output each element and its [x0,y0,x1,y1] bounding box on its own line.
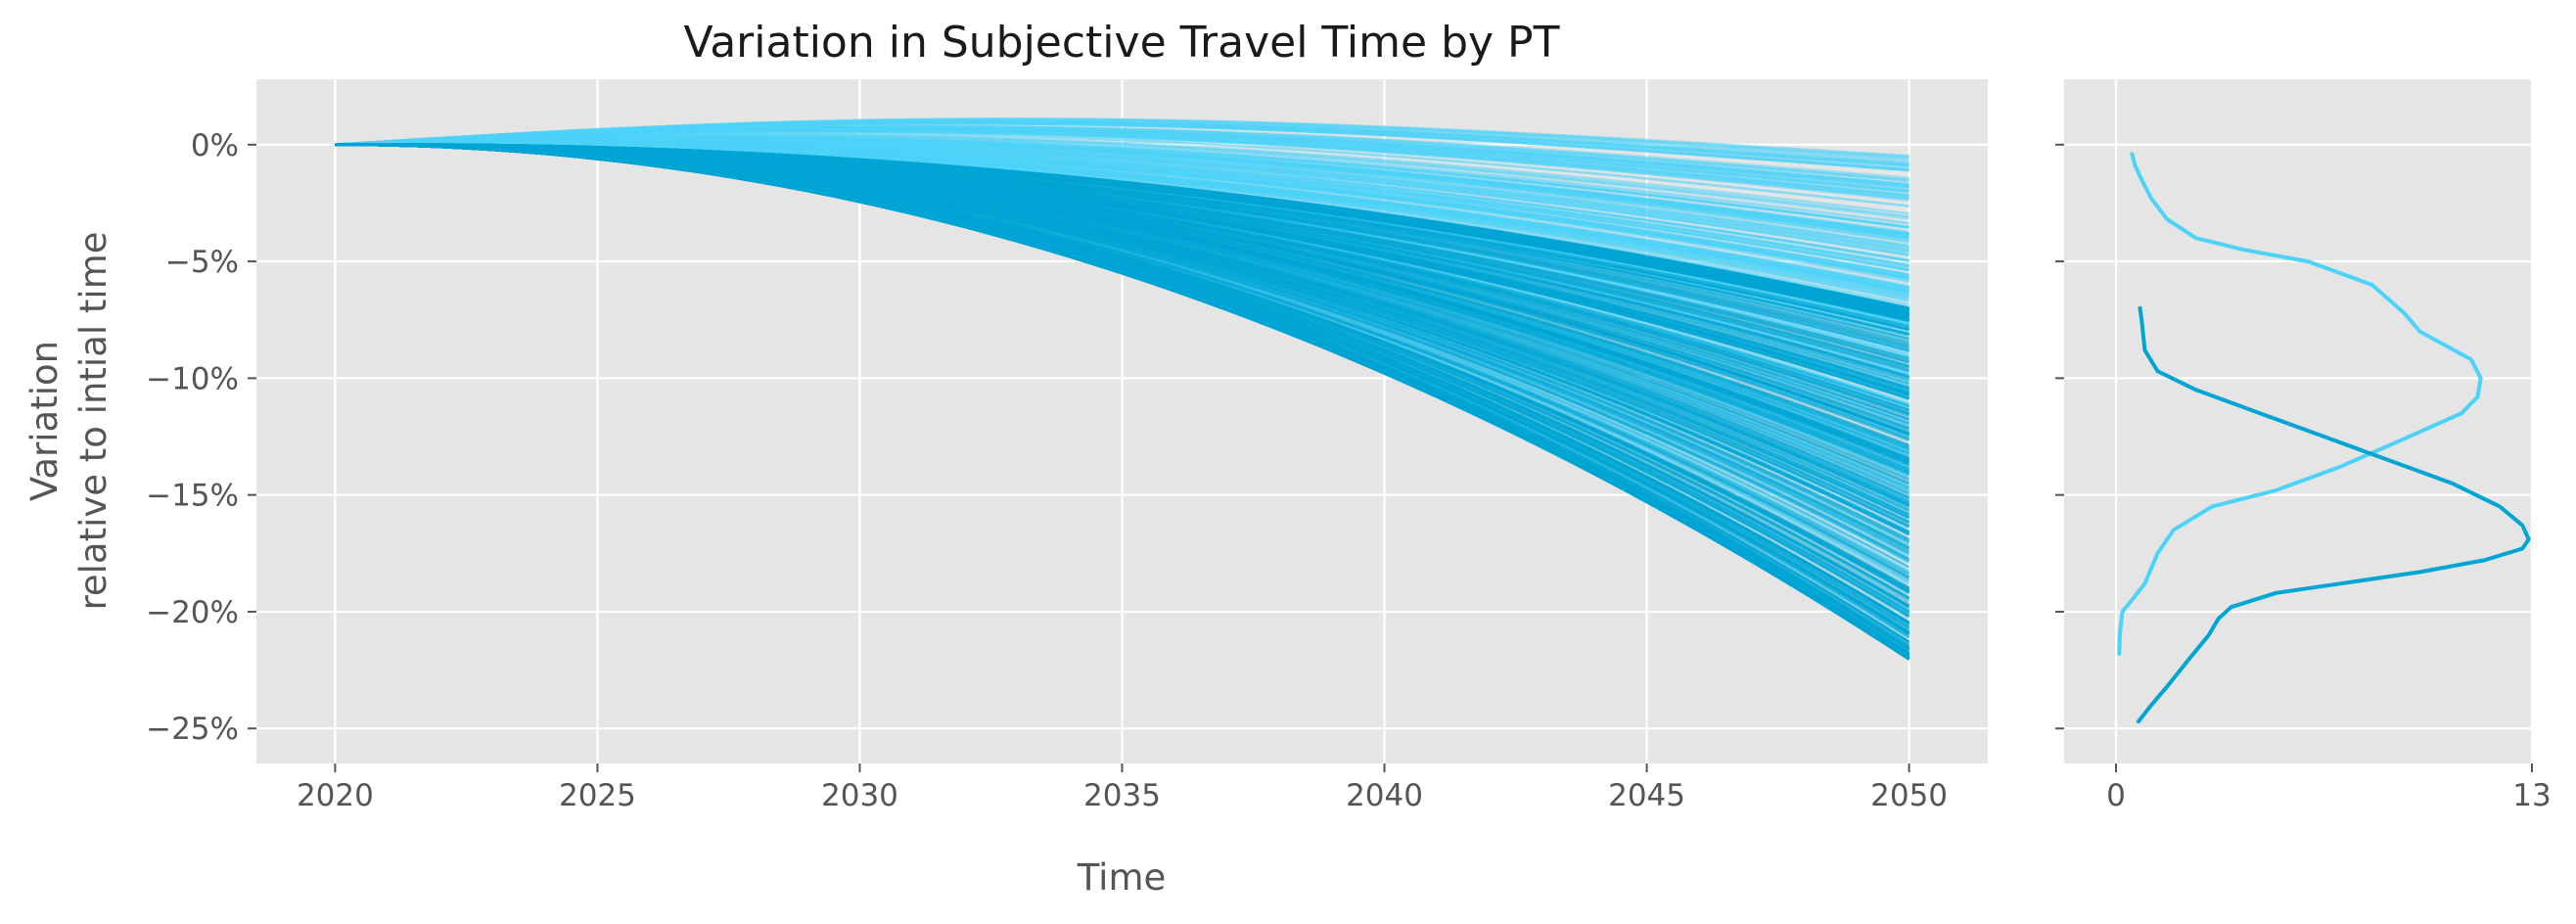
main-x-tick-label: 2040 [1346,778,1423,813]
main-x-tick-label: 2035 [1083,778,1161,813]
scenario-line-light [335,139,1909,254]
scenario-line-light [335,117,1909,161]
y-axis-label-line-1: Variation [23,341,66,501]
main-series-lines [335,117,1910,661]
main-chart: 2020 2025 2030 2035 2040 2045 2050 0% −5% −10% −1… [23,18,1988,899]
scenario-line-dark [335,143,1910,416]
chart-title: Variation in Subjective Travel Time by P… [684,18,1560,68]
scenario-line-dark [335,143,1910,593]
main-y-tick-label: −10% [146,361,239,396]
scenario-line-light [335,140,1909,262]
density-line-dark [2136,305,2531,724]
scenario-line-dark [335,143,1910,529]
scenario-line-light [335,133,1909,218]
main-y-tick-label: −20% [146,595,239,630]
main-x-tick-label: 2020 [297,778,374,813]
scenario-line-dark [335,143,1910,656]
main-y-tick-label: −5% [165,245,239,280]
scenario-line-light [335,126,1909,186]
density-plot-background [2064,79,2532,763]
main-y-tick-label: 0% [191,128,239,163]
main-x-tick-label: 2025 [559,778,636,813]
density-x-ticks: 0 13 [2106,763,2552,813]
main-y-tick-label: −25% [146,712,239,747]
y-axis-label-line-2: relative to intial time [72,231,115,610]
scenario-line-dark [335,143,1910,603]
scenario-line-light [335,137,1909,242]
density-line-light [2117,152,2483,656]
scenario-line-dark [335,143,1909,343]
main-y-ticks: 0% −5% −10% −15% −20% −25% [146,128,256,747]
scenario-line-light [335,140,1909,262]
main-x-ticks: 2020 2025 2030 2035 2040 2045 2050 [297,763,1948,813]
main-x-tick-label: 2045 [1608,778,1685,813]
scenario-line-light [335,141,1909,276]
scenario-line-light [335,134,1909,220]
main-x-tick-label: 2050 [1870,778,1948,813]
scenario-line-dark [335,143,1910,477]
density-chart: 0 13 [2055,79,2552,813]
scenario-line-light [335,121,1909,172]
scenario-line-dark [335,143,1909,312]
scenario-line-light [335,142,1909,297]
density-y-ticks [2055,143,2064,730]
scenario-line-light [335,129,1909,198]
scenario-line-dark [335,143,1909,322]
density-x-tick-label: 13 [2512,778,2551,813]
main-y-tick-label: −15% [146,479,239,514]
scenario-line-dark [335,143,1909,360]
x-axis-label: Time [1077,856,1167,899]
scenario-line-light [335,136,1909,236]
scenario-line-light [335,124,1909,181]
density-x-tick-label: 0 [2106,778,2126,813]
scenario-line-dark [335,143,1910,467]
scenario-line-light [335,140,1909,261]
scenario-line-dark [335,143,1909,337]
scenario-line-light [335,139,1909,253]
scenario-line-light [335,133,1909,215]
density-series-lines [2117,152,2531,724]
main-x-tick-label: 2030 [821,778,898,813]
scenario-line-dark [335,143,1909,341]
